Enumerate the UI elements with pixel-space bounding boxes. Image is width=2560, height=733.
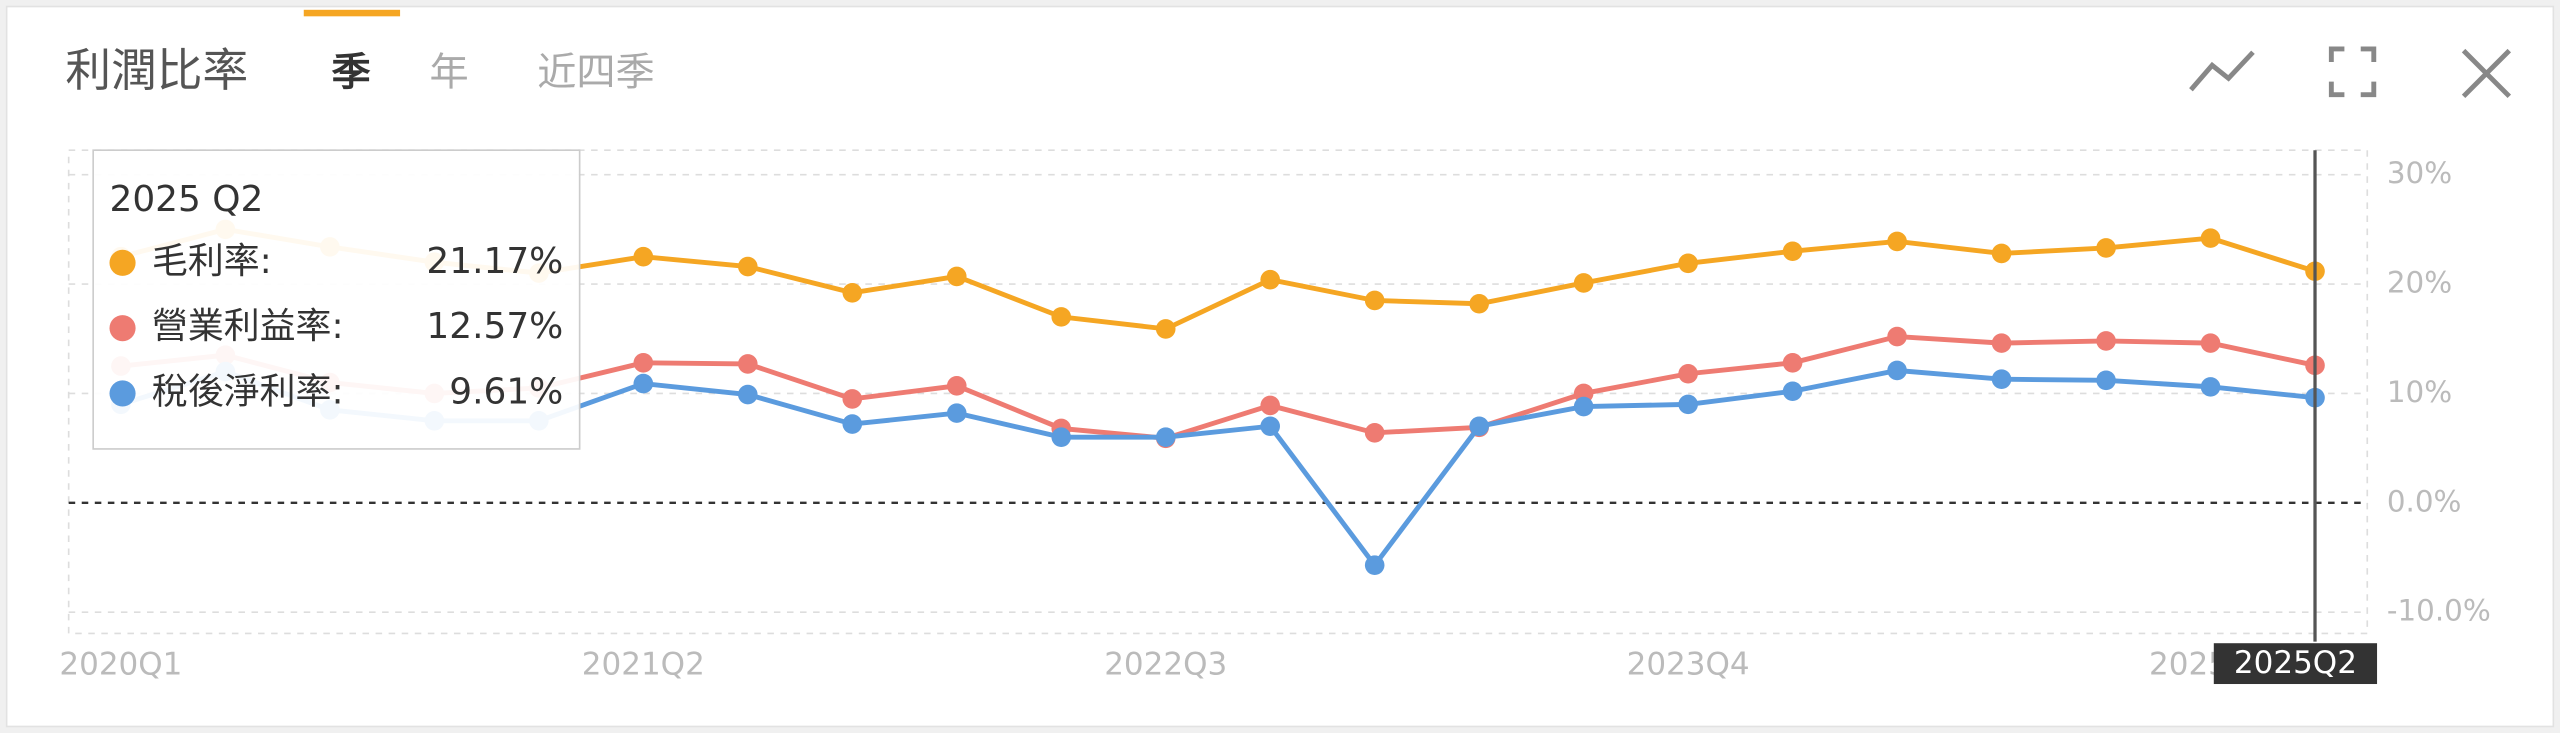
- data-point: [1260, 269, 1280, 290]
- tooltip-marker: [109, 315, 136, 342]
- data-point: [946, 266, 967, 287]
- x-tick-label: 2020Q1: [59, 647, 182, 683]
- data-point: [1155, 427, 1176, 447]
- tooltip-label: 營業利益率:: [152, 306, 344, 347]
- data-point: [1051, 427, 1072, 447]
- plot-frame: [67, 149, 2369, 635]
- data-point: [1573, 396, 1594, 417]
- data-point: [1678, 363, 1698, 384]
- data-point: [1887, 326, 1907, 347]
- data-point: [946, 403, 967, 423]
- data-point: [842, 283, 863, 303]
- data-point: [1364, 290, 1385, 311]
- active-tab-indicator: [303, 9, 401, 17]
- data-point: [633, 353, 654, 373]
- tooltip-label: 毛利率:: [152, 241, 272, 282]
- tooltip-value: 12.57%: [426, 306, 563, 347]
- y-tick-label: -10.0%: [2387, 594, 2491, 628]
- tooltip-label: 稅後淨利率:: [152, 371, 344, 412]
- x-tick-label: 2022Q3: [1104, 647, 1227, 683]
- data-point: [1991, 243, 2012, 264]
- data-point: [2200, 377, 2221, 397]
- data-point: [1782, 381, 1803, 402]
- data-point: [1260, 416, 1280, 437]
- data-point: [2200, 228, 2221, 248]
- tab[interactable]: 近四季: [537, 51, 655, 96]
- tooltip-value: 9.61%: [449, 371, 563, 412]
- data-point: [946, 375, 967, 396]
- close-icon[interactable]: [2461, 48, 2512, 99]
- data-point: [738, 354, 758, 374]
- tooltip: 2025 Q2 毛利率: 21.17% 營業利益率: 12.57% 稅後淨利率: 9.61…: [92, 149, 581, 450]
- tab[interactable]: 年: [429, 51, 468, 96]
- cursor-label-box: [2213, 643, 2378, 685]
- data-point: [842, 389, 863, 409]
- tab[interactable]: 季: [332, 51, 371, 96]
- data-point: [1051, 307, 1072, 327]
- data-point: [1364, 555, 1385, 575]
- tooltip-box: [92, 149, 581, 450]
- data-point: [738, 256, 758, 277]
- y-tick-label: 30%: [2387, 156, 2452, 190]
- data-point: [2200, 333, 2221, 353]
- data-point: [1260, 395, 1280, 416]
- data-point: [1364, 423, 1385, 443]
- data-point: [738, 384, 758, 405]
- data-point: [1887, 360, 1907, 381]
- data-point: [1991, 333, 2012, 353]
- data-point: [1469, 416, 1489, 437]
- data-point: [1782, 353, 1803, 373]
- tooltip-value: 21.17%: [426, 241, 563, 282]
- y-tick-label: 10%: [2387, 375, 2452, 409]
- y-tick-label: 0.0%: [2387, 484, 2462, 518]
- x-tick-label: 2023Q4: [1627, 647, 1750, 683]
- data-point: [2096, 370, 2116, 391]
- tooltip-marker: [109, 249, 136, 276]
- fullscreen-icon[interactable]: [2328, 46, 2377, 98]
- y-tick-label: 20%: [2387, 266, 2452, 300]
- cursor-label: 2025Q2: [2234, 645, 2357, 681]
- widget-title: 利潤比率: [65, 44, 248, 97]
- data-point: [1678, 394, 1698, 415]
- data-point: [1573, 273, 1594, 293]
- data-point: [1782, 241, 1803, 262]
- data-point: [2096, 331, 2116, 351]
- data-point: [633, 246, 654, 267]
- data-point: [1469, 293, 1489, 314]
- data-point: [1678, 253, 1698, 274]
- x-tick-label: 2021Q2: [582, 647, 705, 683]
- data-point: [1887, 231, 1907, 252]
- data-point: [2096, 238, 2116, 258]
- data-point: [1155, 319, 1176, 339]
- data-point: [842, 414, 863, 434]
- chart-type-icon[interactable]: [2189, 50, 2255, 92]
- tooltip-marker: [109, 380, 136, 407]
- data-point: [1991, 369, 2012, 390]
- tooltip-title: 2025 Q2: [109, 179, 263, 220]
- data-point: [633, 373, 654, 394]
